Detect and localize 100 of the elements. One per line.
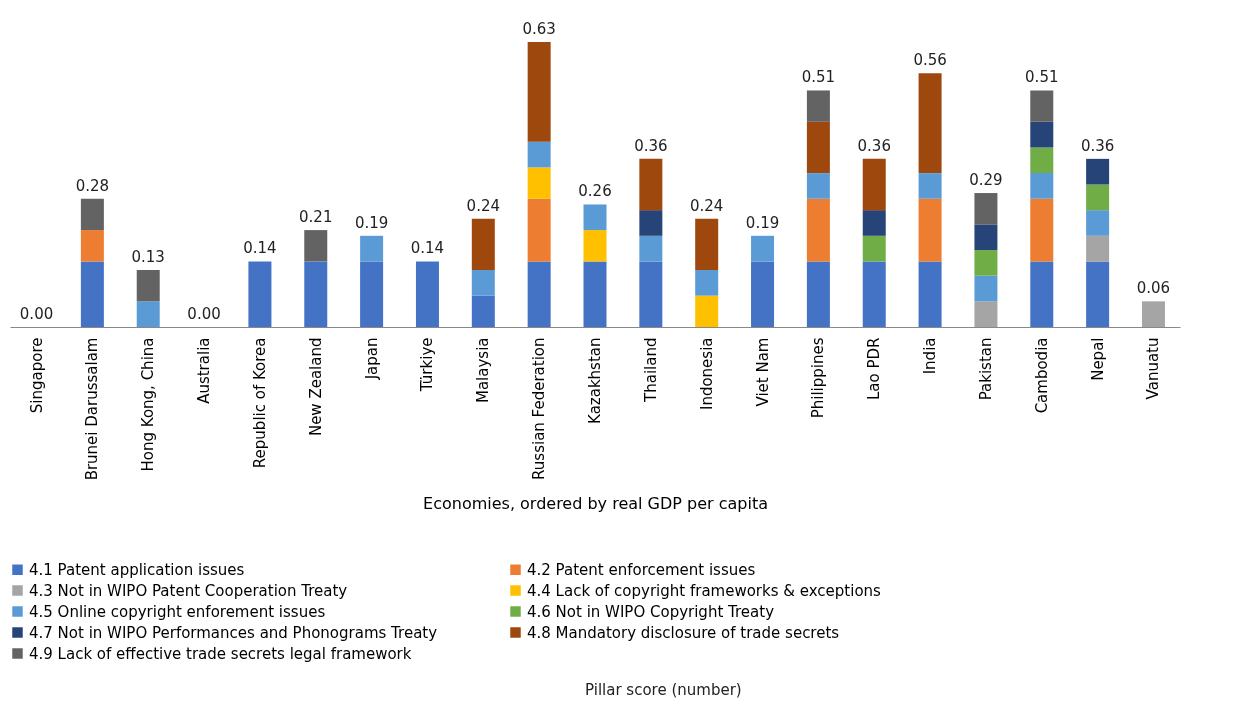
annotation: 0.36: [857, 136, 891, 155]
bar: [360, 235, 384, 262]
bar: [80, 230, 104, 262]
annotation: 0.00: [19, 305, 54, 323]
bar: [1030, 121, 1054, 148]
x-tick-label: Nepal: [1088, 337, 1107, 381]
bar: [304, 261, 328, 327]
x-tick-label: Lao PDR: [865, 337, 884, 401]
annotation: 0.56: [913, 51, 947, 70]
annotation: 0.24: [466, 196, 501, 215]
bar: [1086, 261, 1110, 327]
bar: [1030, 90, 1054, 122]
bar: [862, 235, 886, 262]
bar: [1086, 158, 1110, 185]
bar: [974, 224, 998, 251]
annotation: 0.19: [354, 213, 389, 232]
annotation: 0.51: [1025, 68, 1059, 87]
annotation: 0.00: [187, 305, 221, 323]
bar: [583, 261, 607, 327]
x-tick-label: New Zealand: [306, 337, 325, 437]
x-tick-label: Malaysia: [474, 337, 493, 404]
annotation: 0.13: [131, 248, 165, 266]
annotation: 0.29: [969, 171, 1003, 190]
annotation: 0.19: [745, 213, 780, 232]
bar: [806, 121, 830, 174]
bar: [1030, 147, 1054, 174]
bar: [80, 261, 104, 327]
bar: [695, 295, 719, 327]
bar: [1086, 235, 1110, 262]
legend-label: 4.4 Lack of copyright frameworks & exceptions: [527, 581, 882, 600]
legend-label: 4.8 Mandatory disclosure of trade secrets: [527, 623, 840, 642]
annotation: 0.28: [75, 176, 110, 195]
bar: [806, 198, 830, 262]
bar: [1141, 301, 1165, 327]
bar: [1030, 173, 1054, 199]
x-tick-label: Russian Federation: [530, 337, 549, 480]
annotation: 0.24: [689, 196, 724, 215]
annotation: 0.51: [801, 68, 836, 87]
x-axis-title: Economies, ordered by real GDP per capita: [423, 494, 768, 514]
annotation: 0.14: [410, 239, 445, 258]
bar: [639, 158, 663, 211]
bar: [1030, 198, 1054, 262]
bar: [862, 158, 886, 211]
bar: [751, 235, 775, 262]
x-tick-label: Singapore: [27, 337, 46, 414]
bar: [471, 295, 495, 327]
x-tick-label: Philippines: [809, 337, 828, 419]
bar: [918, 173, 942, 199]
bar: [583, 204, 607, 231]
bar: [360, 261, 384, 327]
bar: [527, 261, 551, 327]
bar: [974, 275, 998, 302]
legend-label: 4.2 Patent enforcement issues: [527, 560, 756, 579]
x-tick-label: Republic of Korea: [250, 337, 269, 469]
bar: [695, 270, 719, 296]
bar: [918, 73, 942, 174]
bar: [806, 173, 830, 199]
bar: [974, 193, 998, 225]
bar: [527, 42, 551, 142]
x-tick-label: Hong Kong, China: [139, 337, 158, 472]
legend-label: 4.6 Not in WIPO Copyright Treaty: [527, 602, 775, 621]
bar: [862, 210, 886, 236]
bar: [974, 250, 998, 276]
x-tick-label: Thailand: [641, 337, 660, 403]
bar: [639, 235, 663, 262]
legend-label: 4.5 Online copyright enforement issues: [29, 602, 326, 621]
bar: [415, 261, 439, 327]
bar: [1030, 261, 1054, 327]
x-tick-label: Cambodia: [1032, 337, 1051, 414]
x-tick-label: Pakistan: [976, 337, 995, 401]
x-tick-label: Viet Nam: [753, 337, 772, 407]
x-tick-label: Indonesia: [697, 337, 716, 411]
bar: [471, 218, 495, 270]
x-tick-label: Vanuatu: [1144, 337, 1163, 400]
bar: [974, 301, 998, 327]
bar: [918, 261, 942, 327]
annotation: 0.14: [243, 239, 277, 258]
x-tick-label: India: [921, 337, 940, 375]
annotation: 0.26: [578, 182, 612, 201]
bar: [80, 198, 104, 231]
x-tick-label: Kazakhstan: [586, 337, 604, 424]
bar: [1086, 184, 1110, 211]
bar: [304, 230, 328, 262]
x-tick-label: Japan: [362, 337, 381, 381]
annotation: 0.36: [1080, 136, 1115, 155]
bar: [806, 261, 830, 327]
bar: [136, 301, 160, 327]
legend-label: 4.7 Not in WIPO Performances and Phonograms Treaty: [29, 623, 438, 642]
bar: [527, 167, 551, 199]
bar: [248, 261, 272, 327]
x-tick-label: Australia: [195, 337, 214, 404]
bar: [751, 261, 775, 327]
legend-label: 4.1 Patent application issues: [29, 560, 245, 579]
bar: [527, 141, 551, 168]
bar: [639, 261, 663, 327]
bar: [918, 198, 942, 262]
legend-label: 4.3 Not in WIPO Patent Cooperation Treaty: [29, 581, 348, 600]
bar: [1086, 210, 1110, 236]
annotation: 0.06: [1136, 279, 1171, 298]
bar: [527, 198, 551, 262]
